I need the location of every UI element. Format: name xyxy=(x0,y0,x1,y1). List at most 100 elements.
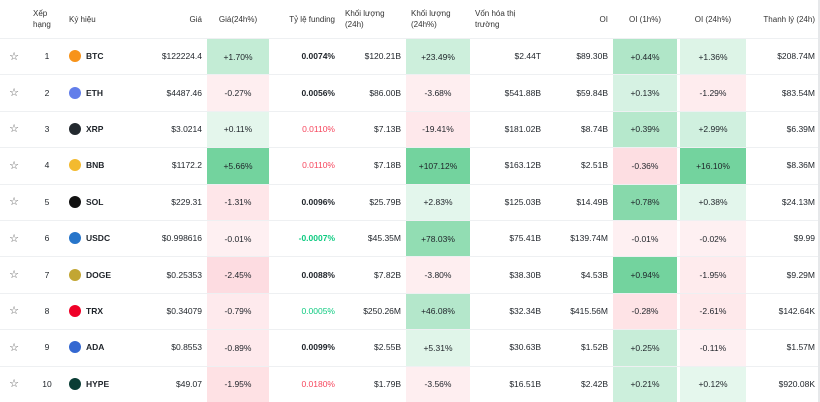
row-divider xyxy=(0,365,820,367)
cell: +2.83% xyxy=(406,184,470,220)
cell: 8 xyxy=(44,305,50,316)
symbol-text: BNB xyxy=(86,160,105,171)
cell: 2 xyxy=(44,87,50,98)
favorite-star[interactable]: ☆ xyxy=(9,305,19,318)
column-header: Tỷ lệ funding xyxy=(289,14,335,24)
column-header: Vốn hóa thị trường xyxy=(475,9,516,29)
symbol-text: SOL xyxy=(86,196,104,207)
symbol: BNB xyxy=(64,147,130,183)
cell: -0.36% xyxy=(613,148,677,184)
cell: $229.31 xyxy=(171,196,202,207)
cell: +0.78% xyxy=(613,184,677,220)
cell: $541.88B xyxy=(504,87,541,98)
cell: $0.25353 xyxy=(166,269,202,280)
coin-icon xyxy=(69,304,81,317)
coin-icon xyxy=(69,341,81,354)
cell: +0.13% xyxy=(613,75,677,111)
cell: 10 xyxy=(42,378,52,389)
cell: -3.80% xyxy=(406,257,470,293)
coin-icon xyxy=(69,268,81,281)
column-header: Ký hiệu xyxy=(69,14,96,24)
cell: 0.0088% xyxy=(301,269,335,280)
cell: $49.07 xyxy=(176,378,202,389)
cell: 0.0110% xyxy=(302,123,335,134)
cell: $208.74M xyxy=(777,51,815,62)
cell: 7 xyxy=(44,269,50,280)
favorite-star[interactable]: ☆ xyxy=(9,232,19,245)
cell: +5.31% xyxy=(406,330,470,366)
favorite-star[interactable]: ☆ xyxy=(9,269,19,282)
cell: $7.13B xyxy=(374,123,401,134)
symbol: XRP xyxy=(64,111,130,147)
favorite-star[interactable]: ☆ xyxy=(9,50,19,63)
column-header: Khối lượng (24h) xyxy=(345,9,385,29)
cell: $181.02B xyxy=(504,123,541,134)
cell: $0.34079 xyxy=(166,305,202,316)
cell: 3 xyxy=(44,123,50,134)
favorite-star[interactable]: ☆ xyxy=(9,196,19,209)
cell: 0.0180% xyxy=(301,378,335,389)
cell: -1.29% xyxy=(680,75,746,111)
coin-icon xyxy=(69,122,81,135)
column-header: Khối lượng (24h%) xyxy=(411,9,451,29)
symbol: ETH xyxy=(64,74,130,110)
favorite-star[interactable]: ☆ xyxy=(9,341,19,354)
symbol: DOGE xyxy=(64,256,130,292)
cell: -0.01% xyxy=(207,221,269,257)
cell: +1.70% xyxy=(207,39,269,75)
row-divider xyxy=(0,74,820,76)
cell: -2.45% xyxy=(207,257,269,293)
column-header: Giá xyxy=(189,14,202,24)
symbol-text: ADA xyxy=(86,342,105,353)
cell: -0.02% xyxy=(680,221,746,257)
cell: +0.21% xyxy=(613,366,677,402)
cell: $4.53B xyxy=(581,269,608,280)
cell: $1.79B xyxy=(374,378,401,389)
cell: $142.64K xyxy=(778,305,815,316)
favorite-star[interactable]: ☆ xyxy=(9,123,19,136)
cell: $45.35M xyxy=(367,233,401,244)
symbol: HYPE xyxy=(64,366,130,402)
cell: $59.84B xyxy=(576,87,608,98)
cell: 0.0099% xyxy=(301,342,335,353)
column-header: Giá(24h%) xyxy=(218,14,258,24)
cell: +0.39% xyxy=(613,111,677,148)
cell: $139.74M xyxy=(570,233,608,244)
cell: $7.18B xyxy=(374,160,401,171)
cell: $75.41B xyxy=(509,233,541,244)
coin-icon xyxy=(69,232,81,245)
cell: -3.56% xyxy=(406,366,470,402)
favorite-star[interactable]: ☆ xyxy=(9,87,19,100)
symbol: BTC xyxy=(64,38,130,74)
cell: +0.38% xyxy=(680,184,746,220)
cell: $0.998616 xyxy=(161,233,202,244)
cell: $920.08K xyxy=(778,378,815,389)
cell: $122224.4 xyxy=(161,51,202,62)
cell: 1 xyxy=(44,51,50,62)
cell: +23.49% xyxy=(406,39,470,75)
cell: $2.44T xyxy=(514,51,541,62)
cell: $89.30B xyxy=(576,51,608,62)
row-divider xyxy=(0,220,820,221)
cell: $83.54M xyxy=(781,87,815,98)
cell: $2.42B xyxy=(581,378,608,389)
cell: $6.39M xyxy=(786,123,815,134)
cell: +0.12% xyxy=(680,366,746,402)
cell: 6 xyxy=(44,233,50,244)
row-divider xyxy=(0,183,820,185)
favorite-star[interactable]: ☆ xyxy=(9,378,19,391)
cell: $3.0214 xyxy=(171,123,202,134)
cell: +5.66% xyxy=(207,148,269,184)
cell: $120.21B xyxy=(364,51,401,62)
cell: +46.08% xyxy=(406,293,470,330)
cell: $24.13M xyxy=(781,196,815,207)
cell: 5 xyxy=(44,196,50,207)
favorite-star[interactable]: ☆ xyxy=(9,159,19,172)
cell: $415.56M xyxy=(570,305,608,316)
cell: +78.03% xyxy=(406,221,470,257)
symbol-text: XRP xyxy=(86,123,104,134)
cell: $32.34B xyxy=(509,305,541,316)
row-divider xyxy=(0,329,820,331)
cell: 0.0110% xyxy=(302,160,335,171)
cell: -1.95% xyxy=(680,257,746,293)
